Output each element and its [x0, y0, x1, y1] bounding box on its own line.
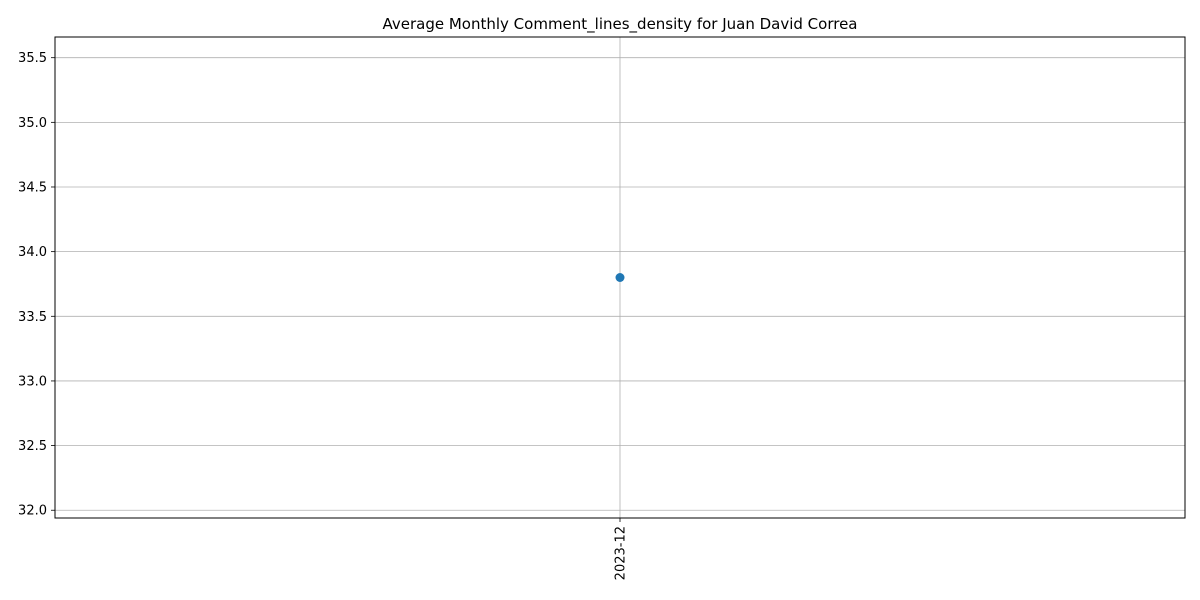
y-tick-label: 32.5 — [18, 439, 47, 454]
y-tick-label: 34.0 — [18, 245, 47, 260]
plot-frame — [54, 36, 1186, 519]
y-tick-label: 33.0 — [18, 374, 47, 389]
axes: 32.0 32.5 33.0 33.5 34.0 34.5 35.0 35.5 2023-12 — [18, 51, 628, 580]
y-tick-label: 35.0 — [18, 116, 47, 131]
data-point — [615, 273, 625, 282]
data-series — [615, 273, 625, 282]
y-tick-label: 32.0 — [18, 504, 47, 519]
y-tick-label: 34.5 — [18, 180, 47, 195]
y-tick-label: 35.5 — [18, 51, 47, 66]
chart-title: Average Monthly Comment_lines_density fo… — [382, 15, 857, 34]
y-tick-label: 33.5 — [18, 310, 47, 325]
grid-lines — [55, 37, 1185, 518]
x-tick-label: 2023-12 — [614, 526, 629, 580]
